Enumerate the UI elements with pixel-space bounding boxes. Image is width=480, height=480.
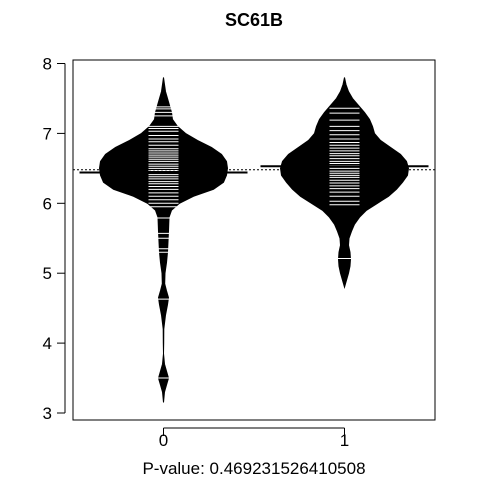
y-axis: 3 4 5 6 7 8 — [43, 54, 66, 423]
bean-0 — [79, 77, 248, 403]
x-tick-label-1: 1 — [340, 431, 349, 450]
beans-layer — [79, 77, 429, 403]
y-tick-label-8: 8 — [43, 54, 52, 73]
plot-frame — [72, 59, 436, 421]
y-tick-label-7: 7 — [43, 124, 52, 143]
chart-title: SC61B — [225, 10, 283, 30]
bean-1 — [260, 77, 429, 290]
y-tick-label-3: 3 — [43, 404, 52, 423]
bean-density-0 — [98, 77, 229, 403]
y-tick-label-5: 5 — [43, 264, 52, 283]
y-tick-label-4: 4 — [43, 334, 52, 353]
x-tick-label-0: 0 — [159, 431, 168, 450]
bean-density-1 — [279, 77, 410, 290]
y-tick-label-6: 6 — [43, 194, 52, 213]
x-axis-label: P-value: 0.469231526410508 — [142, 459, 365, 478]
